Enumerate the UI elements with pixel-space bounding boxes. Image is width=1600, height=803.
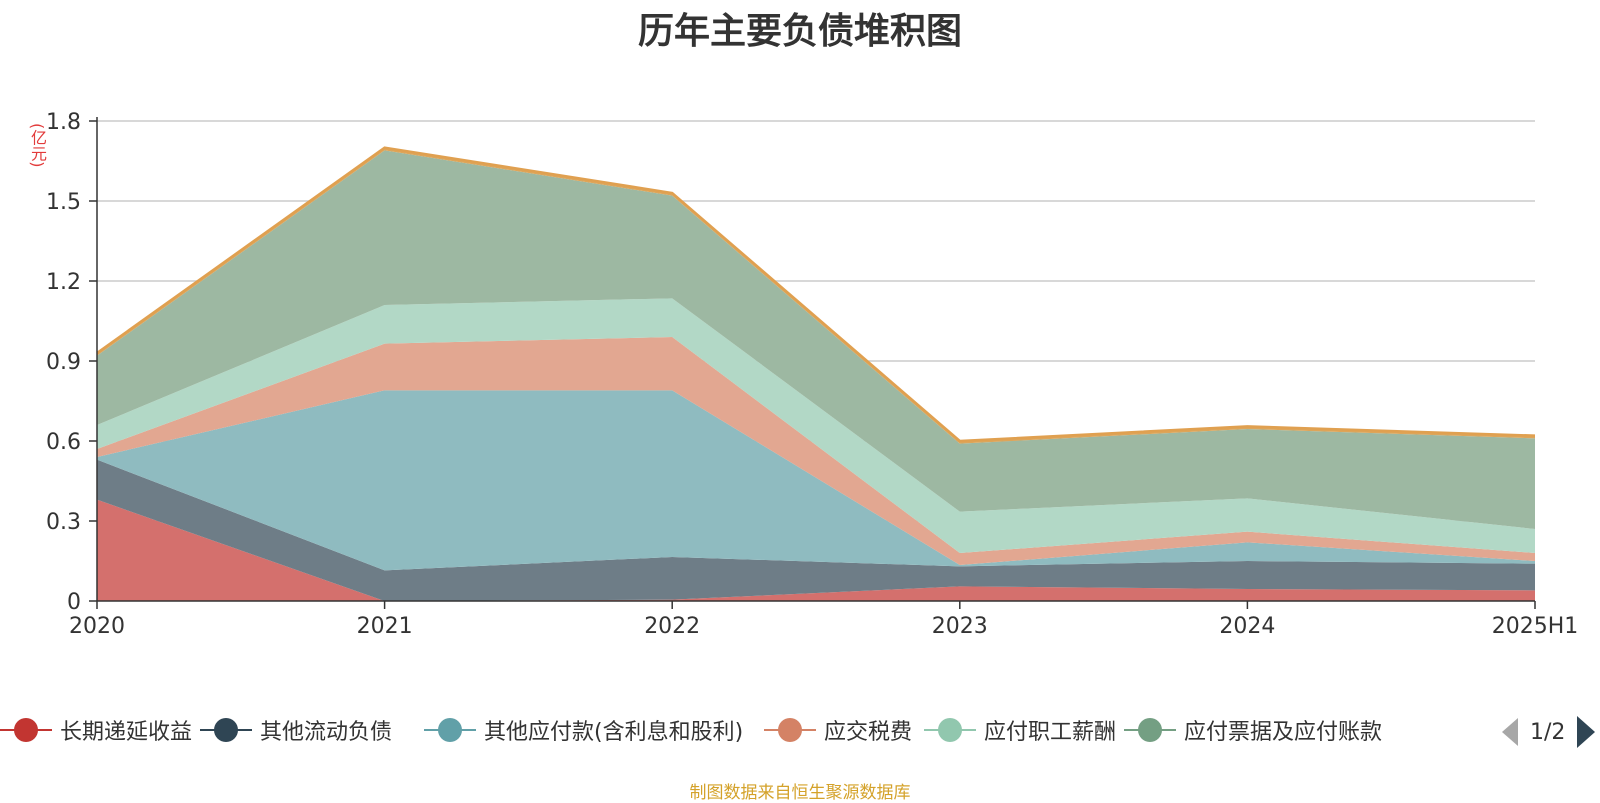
area-series-0 [97, 499, 1535, 601]
legend-pager: 1/2 [1502, 716, 1596, 748]
x-tick-label: 2025H1 [1492, 614, 1579, 639]
top-outline [96, 146, 1536, 443]
legend-item[interactable]: 其他流动负债 [200, 714, 424, 746]
legend-label: 其他流动负债 [260, 720, 393, 745]
legend-item[interactable]: 长期递延收益 [0, 714, 200, 746]
legend-marker-icon [1124, 718, 1176, 742]
y-tick-label: 1.8 [46, 110, 81, 135]
stacked-area-chart: 0 0.3 0.6 0.9 1.2 1.5 1.8 2020 2021 2022 2023 2024 2… [46, 110, 1579, 639]
area-series-3 [97, 337, 1535, 565]
y-tick-label: 0 [67, 590, 81, 615]
prev-page-arrow-icon[interactable] [1502, 718, 1518, 746]
legend-label: 应交税费 [824, 720, 913, 745]
x-tick-label: 2024 [1219, 614, 1275, 639]
legend-marker-icon [424, 718, 476, 742]
legend-label: 应付票据及应付账款 [1184, 720, 1383, 745]
legend-item[interactable]: 其他应付款(含利息和股利) [424, 714, 764, 746]
y-tick-label: 0.6 [46, 430, 81, 455]
y-tick-label: 0.3 [46, 510, 81, 535]
chart-title: 历年主要负债堆积图 [637, 11, 962, 52]
x-tick-label: 2021 [357, 614, 413, 639]
y-axis-unit: (亿元) [28, 122, 47, 168]
data-source-note: 制图数据来自恒生聚源数据库 [689, 783, 911, 803]
area-series-2 [97, 390, 1535, 571]
legend-marker-icon [200, 718, 252, 742]
legend-marker-icon [0, 718, 52, 742]
legend-label: 其他应付款(含利息和股利) [484, 720, 744, 745]
area-series-5 [97, 150, 1535, 530]
x-tick-label: 2023 [932, 614, 988, 639]
legend: 长期递延收益 其他流动负债 其他应付款(含利息和股利) 应交税费 应付职工薪酬 应付票据及… [0, 710, 1600, 750]
y-tick-label: 0.9 [46, 350, 81, 375]
x-tick-label: 2020 [69, 614, 125, 639]
area-series-1 [97, 459, 1535, 601]
y-tick-label: 1.5 [46, 190, 81, 215]
legend-label: 应付职工薪酬 [984, 720, 1117, 745]
area-series-4 [97, 298, 1535, 553]
legend-marker-icon [764, 718, 816, 742]
legend-page-indicator: 1/2 [1530, 719, 1566, 745]
x-tick-label: 2022 [644, 614, 700, 639]
legend-item[interactable]: 应交税费 [764, 714, 924, 746]
legend-item[interactable]: 应付票据及应付账款 [1124, 714, 1394, 746]
next-page-arrow-icon[interactable] [1577, 716, 1596, 748]
y-tick-label: 1.2 [46, 270, 81, 295]
legend-marker-icon [924, 718, 976, 742]
legend-label: 长期递延收益 [60, 720, 193, 745]
legend-item[interactable]: 应付职工薪酬 [924, 714, 1124, 746]
